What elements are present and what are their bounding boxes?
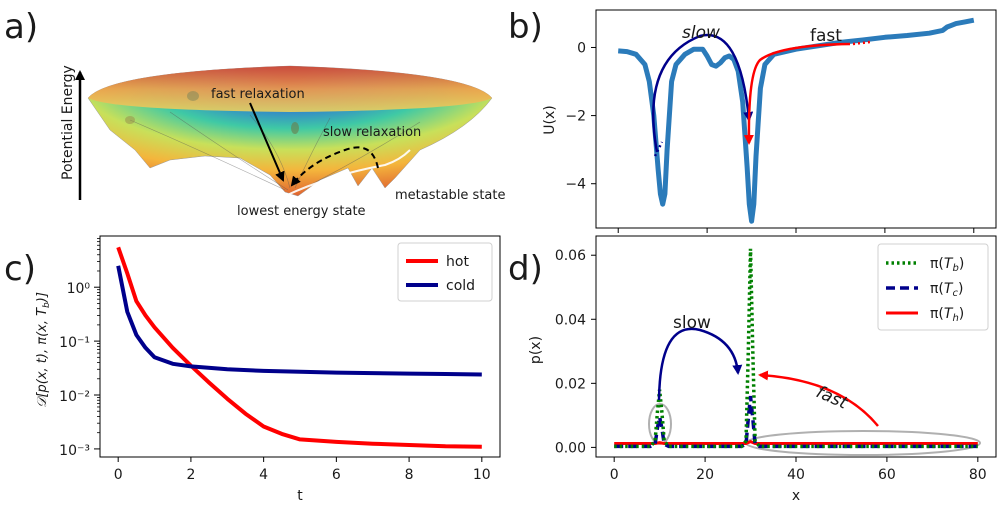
potential-energy-label: Potential Energy	[60, 65, 76, 180]
panel-c-xtick-label: 2	[186, 467, 195, 483]
panel-d-xticks: 0 20 40 60 80	[610, 457, 987, 483]
panel-b-ytick-label: 0	[577, 40, 586, 56]
panel-d-ytick-label: 0.06	[555, 248, 586, 264]
panel-d-xtick-label: 60	[878, 467, 896, 483]
panel-b-yticks: 0 −2 −4	[565, 40, 596, 193]
energy-landscape-surface	[87, 65, 493, 198]
b-fast-arrow	[743, 42, 851, 145]
fast-relaxation-arrow	[249, 102, 285, 182]
pi-Tb-series-line	[614, 248, 978, 449]
b-slow-arrow	[652, 33, 754, 153]
legend-pi-Th-label: π(Th)	[930, 306, 964, 324]
lowest-energy-state-label: lowest energy state	[237, 204, 366, 219]
d-fast-arrow	[758, 370, 879, 427]
panel-label-b: b)	[508, 7, 543, 47]
panel-d-xtick-label: 0	[610, 467, 619, 483]
d-slow-arrow	[657, 327, 743, 401]
panel-a: a) Potential Energy fast relaxation slow…	[4, 7, 506, 219]
cold-series-line	[116, 265, 482, 377]
panel-c-ytick-label: 10⁰	[67, 281, 91, 297]
legend-cold-label: cold	[446, 278, 475, 294]
panel-c-ytick-label: 10⁻¹	[59, 335, 90, 351]
panel-d-ylabel: p(x)	[528, 336, 544, 364]
panel-c-yticks: 10⁰ 10⁻¹ 10⁻² 10⁻³	[59, 238, 100, 459]
panel-d-xtick-label: 40	[787, 467, 805, 483]
panel-d-yticks: 0.00 0.02 0.04 0.06	[555, 248, 596, 456]
metastable-state-label: metastable state	[395, 188, 506, 203]
panel-d-legend: π(Tb) π(Tc) π(Th)	[877, 243, 989, 331]
d-fast-annotation: fast	[813, 382, 852, 414]
legend-hot-label: hot	[446, 254, 469, 270]
panel-c-xtick-label: 8	[405, 467, 414, 483]
panel-c-ytick-label: 10⁻²	[59, 389, 90, 405]
panel-label-d: d)	[508, 249, 543, 289]
legend-pi-Tb-label: π(Tb)	[930, 256, 964, 274]
panel-d-xtick-label: 20	[696, 467, 714, 483]
slow-relaxation-label: slow relaxation	[323, 125, 421, 140]
panel-b: b) 0 −2 −4 U(x) slow fast	[508, 7, 997, 233]
pi-Th-series-line	[614, 439, 978, 445]
panel-b-ytick-label: −2	[565, 109, 586, 125]
panel-d-ytick-label: 0.04	[555, 312, 586, 328]
b-fast-annotation: fast	[810, 26, 842, 46]
potential-curve	[618, 17, 975, 224]
panel-label-c: c)	[4, 249, 36, 289]
panel-c: c) 10⁰ 10⁻¹ 10⁻² 10⁻³ 0 2 4 6 8 10 𝒟[p(x, t), π(…	[4, 235, 501, 504]
panel-d-xlabel: x	[792, 488, 800, 504]
panel-d-ytick-label: 0.00	[555, 440, 586, 456]
panel-d-ytick-label: 0.02	[555, 376, 586, 392]
panel-c-ylabel: 𝒟[p(x, t), π(x, Tb)]	[35, 292, 52, 408]
fast-relaxation-label: fast relaxation	[211, 87, 305, 102]
hot-series-line	[116, 246, 482, 449]
panel-b-xticks	[617, 228, 975, 233]
panel-c-xtick-label: 0	[114, 467, 123, 483]
panel-d: d) 0.00 0.02 0.04 0.06 0 20 40 60 80 p(x) x slo…	[508, 235, 997, 504]
panel-c-xtick-label: 4	[259, 467, 268, 483]
panel-b-ylabel: U(x)	[542, 105, 558, 134]
panel-label-a: a)	[4, 7, 38, 47]
panel-c-xtick-label: 10	[473, 467, 491, 483]
panel-c-ytick-label: 10⁻³	[59, 443, 90, 459]
panel-c-legend-box	[397, 242, 493, 302]
panel-c-xticks: 0 2 4 6 8 10	[114, 457, 491, 483]
panel-c-xtick-label: 6	[332, 467, 341, 483]
b-slow-annotation: slow	[682, 23, 720, 43]
panel-b-ytick-label: −4	[565, 177, 586, 193]
panel-c-xlabel: t	[297, 488, 303, 504]
d-slow-annotation: slow	[673, 313, 711, 333]
slow-relaxation-arrow	[290, 146, 379, 187]
panel-c-legend: hot cold	[397, 242, 493, 302]
panel-d-xtick-label: 80	[969, 467, 987, 483]
pi-Tc-series-line	[614, 395, 978, 449]
panel-d-legend-box	[877, 243, 989, 331]
legend-pi-Tc-label: π(Tc)	[930, 281, 963, 299]
